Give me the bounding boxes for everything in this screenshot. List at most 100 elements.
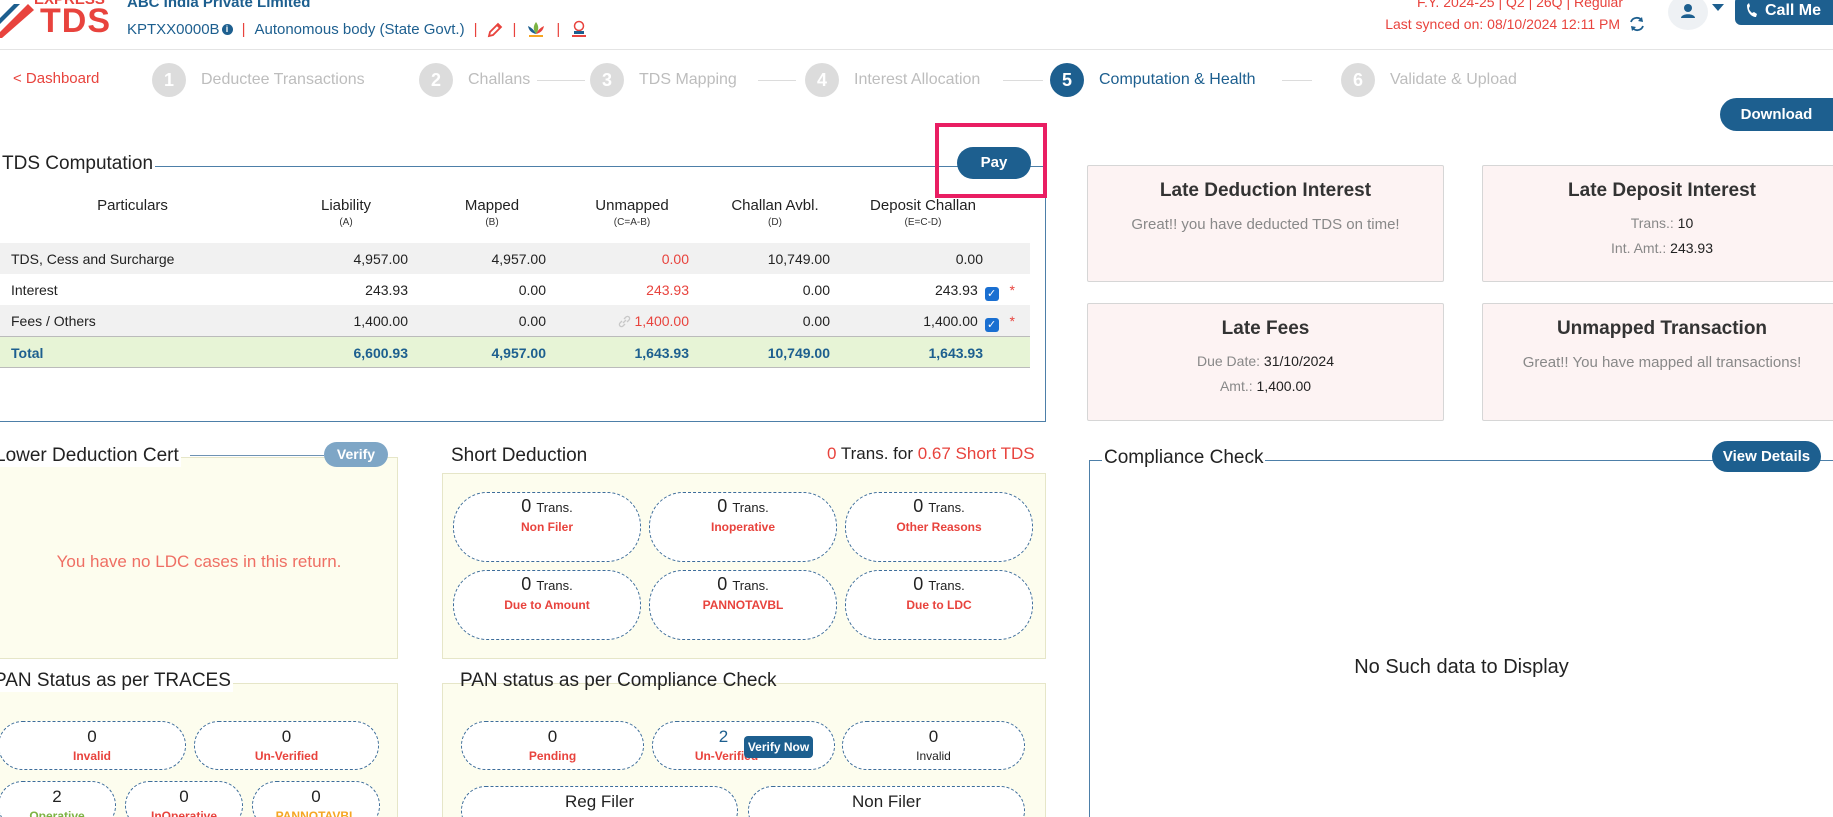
table-total-row: Total 6,600.93 4,957.00 1,643.93 10,749.… (0, 336, 1030, 368)
col-label: Liability (320, 197, 372, 214)
download-button[interactable]: Download (1720, 98, 1833, 131)
user-avatar[interactable] (1668, 0, 1708, 30)
pill-label: Non Filer (520, 520, 573, 534)
card-text: Great!! You have mapped all transactions… (1522, 354, 1802, 371)
pan-compliance-invalid-pill[interactable]: 0 Invalid (842, 721, 1025, 770)
step-deductee-transactions[interactable]: 1 Deductee Transactions (152, 63, 365, 97)
pan-unverified-pill[interactable]: 0 Un-Verified (194, 721, 379, 770)
due-date-value: 31/10/2024 (1263, 353, 1334, 369)
step-tds-mapping[interactable]: 3 TDS Mapping (590, 63, 737, 97)
step-number: 1 (152, 63, 186, 97)
step-number: 6 (1341, 63, 1375, 97)
pan-inoperative-pill[interactable]: 0 InOperative (125, 781, 243, 817)
required-marker: * (1009, 313, 1015, 329)
trans-label: Trans.: (1630, 215, 1674, 231)
step-label: Validate & Upload (1390, 71, 1517, 88)
count: 0 (521, 574, 532, 594)
count: 0 (521, 496, 532, 516)
caret-down-icon[interactable] (1712, 4, 1724, 12)
link-icon[interactable] (618, 315, 631, 328)
sd-due-to-ldc-pill[interactable]: 0 Trans. Due to LDC (845, 570, 1033, 640)
sd-other-reasons-pill[interactable]: 0 Trans. Other Reasons (845, 492, 1033, 562)
step-number: 3 (590, 63, 624, 97)
pan-traces-title: PAN Status as per TRACES (0, 670, 233, 692)
col-deposit-challan: Deposit Challan (E=C-D) (858, 197, 988, 228)
separator: | (512, 20, 517, 38)
company-name: ABC India Private Limited (127, 0, 311, 11)
row-name: Fees / Others (11, 313, 96, 329)
col-sublabel: (C=A-B) (613, 217, 651, 228)
sd-due-to-amount-pill[interactable]: 0 Trans. Due to Amount (453, 570, 641, 640)
pan-pending-pill[interactable]: 0 Pending (461, 721, 644, 770)
cell-unmapped: 243.93 (646, 282, 689, 298)
pan-invalid-pill[interactable]: 0 Invalid (0, 721, 186, 770)
required-marker: * (1009, 282, 1015, 298)
step-challans[interactable]: 2 Challans (419, 63, 530, 97)
cell-unmapped: 1,643.93 (634, 345, 690, 361)
verify-button[interactable]: Verify (324, 442, 388, 467)
col-particulars: Particulars (60, 197, 205, 214)
deposit-checkbox[interactable]: ✓ (984, 318, 999, 332)
sd-pannotavbl-pill[interactable]: 0 Trans. PANNOTAVBL (649, 570, 837, 640)
late-deposit-card: Late Deposit Interest Trans.: 10 Int. Am… (1482, 165, 1833, 282)
col-label: Challan Avbl. (731, 197, 819, 214)
compliance-empty-message: No Such data to Display (1354, 656, 1569, 678)
col-sublabel: (E=C-D) (904, 217, 942, 228)
emblem-icon[interactable] (569, 19, 589, 39)
view-details-button[interactable]: View Details (1712, 441, 1821, 472)
compliance-check-panel (1089, 460, 1833, 817)
last-synced: Last synced on: 08/10/2024 12:11 PM (1385, 16, 1620, 32)
company-meta: KPTXX0000B i | Autonomous body (State Go… (127, 19, 589, 39)
cell-liability: 6,600.93 (353, 345, 409, 361)
cell-mapped: 4,957.00 (491, 345, 547, 361)
amount-label: Amt.: (1219, 378, 1253, 394)
call-me-label: Call Me (1765, 2, 1822, 19)
dashboard-link[interactable]: < Dashboard (13, 70, 100, 87)
amount-label: Int. Amt.: (1611, 240, 1667, 256)
card-title: Late Fees (1221, 318, 1310, 339)
cell-unmapped: 0.00 (661, 251, 689, 267)
pill-label: Other Reasons (896, 520, 982, 534)
pill-label: Operative (29, 809, 85, 817)
cell-deposit: 0.00 (955, 251, 983, 267)
step-validate-upload[interactable]: 6 Validate & Upload (1341, 63, 1517, 97)
sync-icon[interactable] (1628, 15, 1646, 33)
edit-icon[interactable] (487, 21, 504, 38)
cell-deposit-group: 243.93 ✓ * (935, 282, 1015, 301)
amount-value: 1,400.00 (1256, 378, 1312, 394)
col-label: Particulars (97, 197, 168, 214)
step-computation-health[interactable]: 5 Computation & Health (1050, 63, 1256, 97)
count: 0 (928, 727, 939, 746)
step-interest-allocation[interactable]: 4 Interest Allocation (805, 63, 980, 97)
tds-computation-title: TDS Computation (0, 153, 156, 175)
ldc-panel (0, 457, 398, 659)
reg-filer-pill[interactable]: Reg Filer (461, 786, 738, 817)
count: 0 (717, 496, 728, 516)
col-label: Unmapped (595, 197, 669, 214)
pan-operative-pill[interactable]: 2 Operative (0, 781, 116, 817)
ldc-title: Lower Deduction Cert (0, 445, 181, 467)
pill-label: Due to LDC (906, 598, 972, 612)
compliance-check-title: Compliance Check (1102, 447, 1266, 469)
pay-highlight-box (935, 123, 1047, 198)
verify-now-button[interactable]: Verify Now (744, 736, 813, 758)
trans-unit: Trans. (928, 578, 965, 593)
call-me-button[interactable]: Call Me (1735, 0, 1833, 25)
short-deduction-summary: 0 Trans. for 0.67 Short TDS (827, 444, 1035, 464)
sd-non-filer-pill[interactable]: 0 Trans. Non Filer (453, 492, 641, 562)
app-logo[interactable]: EXPRESS TDS (0, 0, 110, 40)
info-icon[interactable]: i (221, 23, 233, 35)
fiscal-year-info: F.Y. 2024-25 | Q2 | 26Q | Regular (1417, 0, 1623, 10)
count: 0 (179, 787, 189, 806)
pay-button[interactable]: Pay (957, 147, 1031, 179)
non-filer-pill[interactable]: Non Filer (748, 786, 1025, 817)
ldc-empty-message: You have no LDC cases in this return. (56, 552, 342, 571)
sd-inoperative-pill[interactable]: 0 Trans. Inoperative (649, 492, 837, 562)
pill-label: PANNOTAVBL (275, 809, 357, 817)
pan-pannotavbl-pill[interactable]: 0 PANNOTAVBL (252, 781, 380, 817)
deposit-checkbox[interactable]: ✓ (984, 287, 999, 301)
lotus-emblem-icon[interactable] (525, 20, 547, 38)
pill-label: Un-Verified (694, 749, 759, 763)
trans-value: 10 (1677, 215, 1694, 231)
late-deduction-card: Late Deduction Interest Great!! you have… (1087, 165, 1444, 282)
